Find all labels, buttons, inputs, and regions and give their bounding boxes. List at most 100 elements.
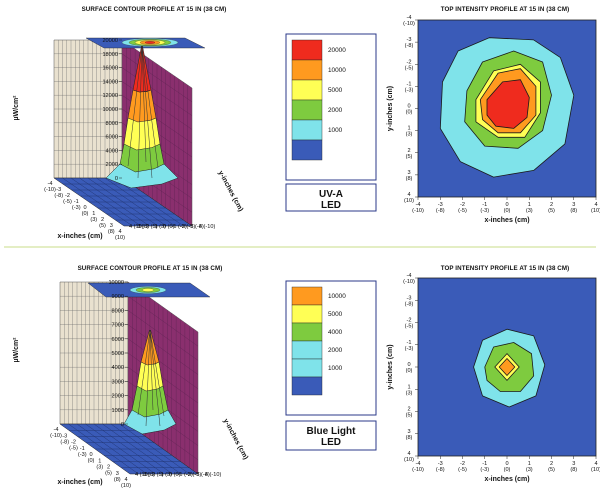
- y-tick-label: (3): [406, 132, 413, 138]
- y-tick-label: 3: [407, 170, 410, 176]
- z-tick-label: 20000: [102, 38, 118, 44]
- peak-rib: [141, 45, 159, 169]
- grid-line: [68, 423, 139, 475]
- grid-line: [85, 423, 156, 475]
- z-tick-label: 5000: [112, 351, 124, 357]
- y-tick-label: -1: [407, 81, 412, 87]
- z-tick-label: 14000: [102, 79, 118, 85]
- z-tick-label: 0: [121, 422, 124, 428]
- y-tick-label: 3: [407, 429, 410, 435]
- x-tick-label: 2: [101, 217, 104, 223]
- floor-grid: [68, 423, 190, 475]
- z-tick-label: 18000: [102, 52, 118, 58]
- surface-chart-title-1: SURFACE CONTOUR PROFILE AT 15 IN (38 CM): [82, 6, 227, 13]
- legend-label: 4000: [328, 329, 343, 336]
- x-tick-label: (-10): [44, 187, 56, 193]
- floor-grid: [62, 177, 184, 227]
- x-tick-label: 1: [528, 461, 531, 467]
- x-tick-label: 0: [505, 202, 508, 208]
- x-tick-label: (8): [108, 229, 115, 235]
- peak-rib: [137, 45, 143, 179]
- x-tick-label: -2: [65, 193, 70, 199]
- x-axis-label: x-inches (cm): [484, 217, 529, 224]
- x-tick-label: (10): [591, 208, 600, 214]
- y-tick-label: (-10): [403, 279, 415, 285]
- z-tick-label: 2000: [112, 394, 124, 400]
- x-tick-label: (-10): [50, 433, 62, 439]
- y-tick-label: (5): [406, 413, 413, 419]
- x-tick-label: (-3): [480, 467, 489, 473]
- x-tick-label: -2: [460, 461, 465, 467]
- y-tick-label: -3: [407, 37, 412, 43]
- surface-chart-2: 0100020003000400050006000700080009000100…: [13, 280, 249, 489]
- heatmap-title-2: TOP INTENSITY PROFILE AT 15 IN (38 CM): [441, 265, 570, 272]
- x-tick-label: (5): [548, 208, 555, 214]
- y-tick-label: 4: [407, 451, 410, 457]
- x-tick-label: 0: [505, 461, 508, 467]
- y-tick-label: -3 (-8): [195, 472, 210, 478]
- y-tick-label: (-10): [403, 21, 415, 27]
- legend-swatch: [291, 139, 323, 161]
- legend-swatch: [291, 304, 323, 324]
- y-tick-label: (0): [406, 368, 413, 374]
- heatmap-title-1: TOP INTENSITY PROFILE AT 15 IN (38 CM): [441, 6, 570, 13]
- peak-rib: [145, 329, 151, 427]
- peak-rib: [141, 45, 153, 179]
- legend-label: 1000: [328, 365, 343, 372]
- y-tick-label: 1 (3): [155, 224, 167, 230]
- top-projection-contour: [144, 41, 156, 44]
- led-name-label: LED: [321, 200, 341, 211]
- y-axis-label: y-inches (cm): [387, 86, 394, 131]
- x-tick-label: (-10): [412, 208, 424, 214]
- x-tick-label: 0: [89, 452, 92, 458]
- x-tick-label: (8): [114, 477, 121, 483]
- y-tick-label: -2 (-5): [180, 224, 195, 230]
- x-tick-label: 3: [116, 471, 119, 477]
- x-tick-label: 4: [118, 229, 121, 235]
- legend-swatch: [291, 119, 323, 141]
- y-tick-label: 4: [407, 192, 410, 198]
- x-tick-label: (10): [591, 467, 600, 473]
- x-tick-label: (5): [99, 223, 106, 229]
- legend-swatch: [291, 59, 323, 81]
- z-tick-label: 1000: [112, 408, 124, 414]
- y-tick-label: (8): [406, 435, 413, 441]
- x-tick-label: 3: [110, 223, 113, 229]
- legend-swatch: [291, 376, 323, 396]
- x-tick-label: (-3): [480, 208, 489, 214]
- z-tick-label: 6000: [112, 337, 124, 343]
- y-tick-label: (10): [404, 198, 414, 204]
- peak-rib: [141, 45, 147, 163]
- legend-swatch: [291, 99, 323, 121]
- y-tick-label: -4: [407, 273, 412, 279]
- z-tick-label: 3000: [112, 379, 124, 385]
- x-tick-label: -4: [54, 427, 59, 433]
- x-tick-label: (-5): [458, 208, 467, 214]
- x-tick-label: 2: [107, 465, 110, 471]
- legend-label: 1000: [328, 127, 343, 134]
- x-tick-label: (8): [570, 467, 577, 473]
- x-tick-label: (0): [504, 467, 511, 473]
- x-tick-label: (3): [96, 464, 103, 470]
- led-name-box: [285, 183, 377, 212]
- contour-band: [498, 358, 516, 376]
- x-tick-label: (10): [121, 483, 131, 489]
- y-tick-label: 4 (10): [129, 224, 144, 230]
- x-tick-label: -1: [482, 461, 487, 467]
- z-tick-label: 8000: [112, 308, 124, 314]
- x-tick-label: (3): [90, 217, 97, 223]
- legend-label: 2000: [328, 347, 343, 354]
- y-tick-label: -2: [407, 318, 412, 324]
- y-tick-label: -4: [407, 15, 412, 21]
- x-tick-label: -1: [74, 199, 79, 205]
- x-tick-label: (-5): [458, 467, 467, 473]
- x-tick-label: -1: [80, 446, 85, 452]
- x-tick-label: -3: [438, 461, 443, 467]
- y-tick-label: (-3): [405, 346, 414, 352]
- y-tick-label: (5): [406, 154, 413, 160]
- contour-band: [486, 79, 530, 129]
- y-tick-label: 0 (0): [169, 472, 181, 478]
- z-axis-label: µW/cm²: [13, 337, 20, 363]
